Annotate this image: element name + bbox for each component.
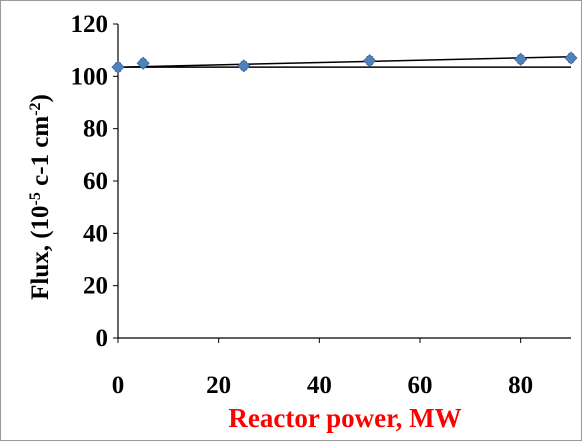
- diamond-marker: [564, 51, 578, 65]
- y-tick-label: 20: [83, 273, 108, 300]
- trend-line: [117, 55, 572, 68]
- data-point: [564, 51, 578, 65]
- axes: [113, 23, 571, 343]
- data-point: [237, 59, 251, 73]
- data-point: [111, 60, 125, 74]
- y-axis-label: Flux, (10-5 c-1 cm-2): [27, 94, 55, 300]
- y-tick-label: 0: [96, 325, 109, 352]
- diamond-marker: [237, 59, 251, 73]
- diamond-marker: [111, 60, 125, 74]
- x-tick-label: 80: [508, 372, 533, 399]
- tick-labels: 0 20 40 60 80 100 120 0 20 40 60 80: [71, 11, 534, 399]
- data-point: [363, 54, 377, 68]
- y-tick-label: 120: [71, 11, 109, 38]
- x-tick-label: 0: [112, 372, 125, 399]
- y-tick-label: 100: [71, 63, 109, 90]
- diamond-marker: [136, 56, 150, 70]
- data-marks: [111, 51, 578, 74]
- data-point: [514, 52, 528, 66]
- y-tick-label: 60: [83, 168, 108, 195]
- x-axis-label: Reactor power, MW: [228, 403, 461, 433]
- data-point: [136, 56, 150, 70]
- y-tick-label: 40: [83, 220, 108, 247]
- x-tick-label: 20: [206, 372, 231, 399]
- x-tick-label: 60: [408, 372, 433, 399]
- y-tick-label: 80: [83, 116, 108, 143]
- x-tick-label: 40: [307, 372, 332, 399]
- diamond-marker: [363, 54, 377, 68]
- diamond-marker: [514, 52, 528, 66]
